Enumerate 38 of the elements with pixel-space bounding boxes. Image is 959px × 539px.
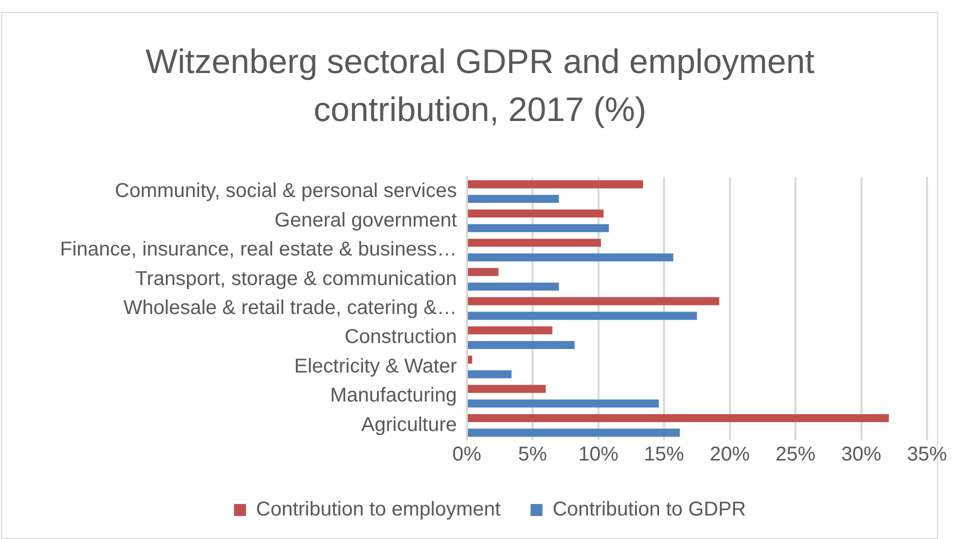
x-tick-label: 35% bbox=[906, 444, 948, 466]
x-tick-label: 25% bbox=[776, 444, 816, 466]
bar bbox=[468, 312, 697, 320]
y-tick-label: Agriculture bbox=[361, 414, 457, 436]
bar bbox=[468, 194, 559, 203]
bar bbox=[468, 356, 472, 364]
y-tick-label: General government bbox=[274, 209, 458, 232]
bar bbox=[468, 414, 889, 422]
bar bbox=[468, 180, 644, 188]
bar bbox=[468, 326, 552, 334]
bar bbox=[468, 370, 512, 378]
bar bbox=[468, 268, 498, 276]
bar bbox=[468, 282, 559, 291]
x-tick-label: 5% bbox=[518, 444, 548, 466]
legend-label: Contribution to GDPR bbox=[552, 498, 746, 521]
bar bbox=[468, 224, 609, 232]
bar bbox=[468, 399, 659, 408]
legend-label: Contribution to employment bbox=[256, 498, 502, 521]
x-tick-label: 20% bbox=[710, 444, 750, 466]
bar bbox=[468, 341, 575, 350]
y-tick-label: Electricity & Water bbox=[294, 355, 458, 378]
bar bbox=[468, 297, 720, 306]
y-tick-label: Manufacturing bbox=[330, 384, 457, 407]
bar bbox=[468, 210, 604, 218]
y-tick-label: Wholesale & retail trade, catering &… bbox=[123, 297, 457, 320]
y-tick-label: Community, social & personal services bbox=[114, 180, 457, 202]
bar bbox=[468, 428, 680, 437]
bar bbox=[468, 253, 674, 262]
y-tick-label: Finance, insurance, real estate & business… bbox=[60, 238, 457, 261]
bar bbox=[468, 238, 601, 247]
y-tick-label: Construction bbox=[344, 326, 457, 348]
bar bbox=[468, 384, 546, 393]
x-tick-label: 15% bbox=[644, 444, 684, 466]
x-tick-label: 10% bbox=[578, 444, 619, 466]
chart-title: Witzenberg sectoral GDPR and employment contribution, 2017 (%) bbox=[144, 42, 816, 131]
x-tick-label: 0% bbox=[452, 444, 482, 466]
y-tick-label: Transport, storage & communication bbox=[135, 268, 457, 290]
x-tick-label: 30% bbox=[841, 444, 882, 466]
